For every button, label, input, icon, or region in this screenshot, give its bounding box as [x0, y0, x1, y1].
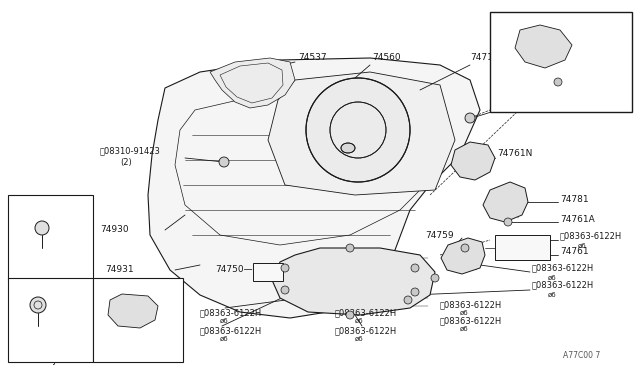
Text: ø6: ø6 [355, 336, 364, 342]
Bar [8, 195, 93, 280]
Text: 74537: 74537 [298, 54, 326, 62]
Text: (2): (2) [120, 157, 132, 167]
Text: Ⓝ08510-61212: Ⓝ08510-61212 [532, 87, 593, 96]
Text: ø6: ø6 [220, 336, 228, 342]
Circle shape [554, 78, 562, 86]
Text: Ⓝ08363-6122H: Ⓝ08363-6122H [200, 308, 262, 317]
Text: Ⓝ08363-6122H: Ⓝ08363-6122H [335, 308, 397, 317]
Polygon shape [451, 142, 495, 180]
Text: 74820G: 74820G [33, 258, 67, 267]
Polygon shape [268, 72, 455, 195]
Bar [253, 263, 283, 281]
Polygon shape [515, 25, 572, 68]
Text: AT: AT [496, 26, 511, 36]
Text: Ⓝ08310-91423: Ⓝ08310-91423 [100, 147, 161, 155]
Bar [8, 278, 93, 362]
Polygon shape [272, 248, 435, 315]
Text: 74761N: 74761N [497, 150, 532, 158]
Text: Ⓝ08363-6122H: Ⓝ08363-6122H [440, 316, 502, 325]
Bar [495, 235, 550, 260]
Circle shape [504, 218, 512, 226]
Polygon shape [108, 294, 158, 328]
Text: Ⓝ08363-6122H: Ⓝ08363-6122H [532, 280, 595, 289]
Circle shape [219, 157, 229, 167]
Text: 74300C: 74300C [26, 348, 58, 357]
Text: Ⓝ08363-6122H: Ⓝ08363-6122H [335, 326, 397, 335]
Circle shape [346, 311, 354, 319]
Circle shape [346, 244, 354, 252]
Text: ø6: ø6 [578, 243, 587, 249]
Polygon shape [210, 58, 295, 108]
Text: 74761: 74761 [560, 247, 589, 257]
Text: 74560: 74560 [372, 54, 401, 62]
Circle shape [411, 264, 419, 272]
Text: 74714‹USA›: 74714‹USA› [470, 54, 524, 62]
Circle shape [306, 78, 410, 182]
Text: Ⓝ08363-6122H: Ⓝ08363-6122H [200, 326, 262, 335]
Bar [93, 278, 183, 362]
Polygon shape [483, 182, 528, 222]
Circle shape [35, 221, 49, 235]
Text: 74826M: 74826M [121, 348, 155, 357]
Text: 74500J: 74500J [28, 356, 56, 365]
Circle shape [404, 296, 412, 304]
Text: ø6: ø6 [460, 310, 468, 316]
Circle shape [30, 297, 46, 313]
Text: 74750—: 74750— [215, 266, 253, 275]
Text: Ⓝ08363-6122H: Ⓝ08363-6122H [560, 231, 622, 241]
Text: Ⓝ08363-6122H: Ⓝ08363-6122H [532, 263, 595, 273]
Polygon shape [148, 58, 480, 318]
Text: 74781: 74781 [560, 196, 589, 205]
Text: 74759: 74759 [426, 231, 454, 240]
Text: ø6: ø6 [220, 318, 228, 324]
Text: Ⓝ08363-6122H: Ⓝ08363-6122H [528, 90, 580, 97]
Text: (2): (2) [545, 97, 557, 106]
Text: 74750M: 74750M [536, 80, 567, 89]
Text: ø6: ø6 [460, 326, 468, 332]
Polygon shape [441, 238, 485, 274]
Text: 74930: 74930 [100, 225, 129, 234]
Circle shape [281, 286, 289, 294]
Circle shape [411, 288, 419, 296]
Text: ø6: ø6 [355, 318, 364, 324]
Text: Ⓝ08363-6122H: Ⓝ08363-6122H [440, 300, 502, 309]
Text: 74931: 74931 [105, 266, 134, 275]
Circle shape [281, 264, 289, 272]
Circle shape [431, 274, 439, 282]
Circle shape [461, 244, 469, 252]
Bar [490, 12, 632, 112]
Circle shape [465, 113, 475, 123]
Text: ø6: ø6 [548, 99, 556, 104]
Text: ø6: ø6 [548, 292, 557, 298]
Text: A77C00 7: A77C00 7 [563, 351, 600, 360]
Text: 74761A: 74761A [560, 215, 595, 224]
Ellipse shape [341, 143, 355, 153]
Text: ø6: ø6 [548, 275, 557, 281]
